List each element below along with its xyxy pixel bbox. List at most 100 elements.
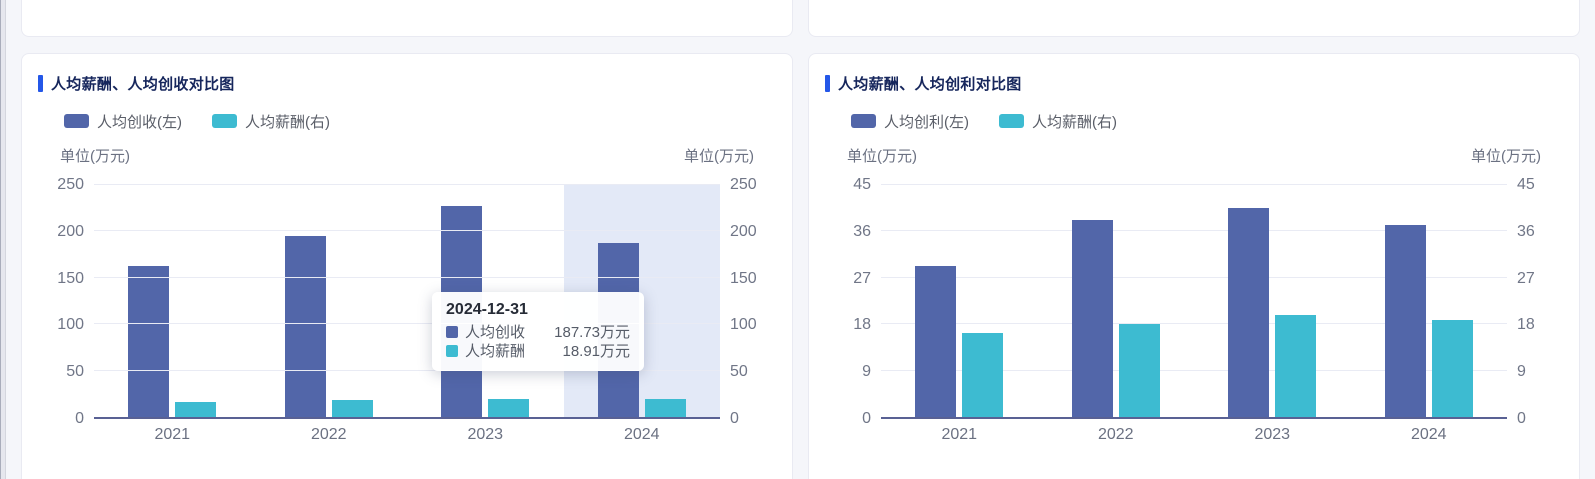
x-axis-label: 2023: [467, 426, 504, 443]
category-slot: [1351, 185, 1508, 417]
gridline: [94, 184, 720, 185]
gridline: [94, 276, 720, 278]
right-axis-unit-label: 单位(万元): [684, 148, 754, 165]
x-axis-label: 2022: [1097, 426, 1134, 443]
y-tick-label: 250: [57, 176, 84, 193]
tooltip-swatch-revenue: [446, 326, 459, 339]
bar-2022-series1[interactable]: [1118, 323, 1160, 417]
y-tick-label: 0: [862, 410, 871, 427]
tooltip-label-revenue: 人均创收: [465, 323, 526, 341]
y-tick-label: 0: [75, 410, 84, 427]
category-slot: [1194, 185, 1351, 417]
chart-region: 单位(万元) 单位(万元) 0 50 100 150 200 250 2024-12-31…: [38, 145, 776, 444]
gridline: [881, 276, 1507, 278]
title-accent-bar: [38, 75, 43, 92]
title-accent-bar: [825, 75, 830, 92]
y-axis-left: 0 50 100 150 200 250: [38, 176, 94, 427]
gridline: [881, 230, 1507, 232]
vertical-scrollbar[interactable]: [0, 0, 6, 479]
gridline: [881, 184, 1507, 185]
y-tick-label: 45: [853, 176, 871, 193]
legend-item-revenue[interactable]: 人均创收(左): [64, 111, 182, 132]
x-axis-label: 2024: [1410, 426, 1447, 443]
x-axis-label: 2021: [941, 426, 978, 443]
chart-tooltip: 2024-12-31 人均创收 187.73万元 人均薪酬 18.91万元: [432, 291, 645, 371]
legend-swatch-salary: [212, 114, 237, 128]
bar-2023-series1[interactable]: [1275, 315, 1317, 417]
tooltip-date: 2024-12-31: [446, 300, 528, 318]
y-axis-right: 0 9 18 27 36 45: [1507, 176, 1563, 427]
y-tick-label: 9: [862, 363, 871, 381]
chart-card-profit-per-capita: 人均薪酬、人均创利对比图 人均创利(左) 人均薪酬(右) 单位(万元) 单位(万…: [808, 53, 1580, 479]
y-tick-label: 200: [730, 222, 757, 240]
legend-item-salary[interactable]: 人均薪酬(右): [999, 111, 1117, 132]
bar-2024-series1[interactable]: [1431, 319, 1473, 417]
gridline: [94, 369, 720, 371]
tooltip-value-salary: 18.91万元: [562, 342, 631, 360]
bar-2021-series1[interactable]: [175, 401, 217, 417]
gridline: [881, 323, 1507, 325]
bar-slots: [881, 185, 1507, 417]
legend: 人均创收(左) 人均薪酬(右): [64, 111, 776, 132]
y-tick-label: 27: [1517, 269, 1535, 287]
legend-item-salary[interactable]: 人均薪酬(右): [212, 111, 330, 132]
legend-swatch-revenue: [64, 114, 89, 128]
category-slot: [251, 185, 408, 417]
bar-2021-series0[interactable]: [128, 265, 170, 417]
x-axis-label: 2023: [1254, 426, 1291, 443]
bar-2022-series1[interactable]: [331, 400, 373, 417]
chart-region: 单位(万元) 单位(万元) 0 9 18 27 36 45 0 9 18 27 36 45 2021…: [825, 145, 1563, 444]
y-tick-label: 9: [1517, 363, 1526, 381]
tooltip-row-revenue: 人均创收 187.73万元: [446, 323, 630, 342]
tooltip-value-revenue: 187.73万元: [554, 323, 631, 341]
legend-item-profit[interactable]: 人均创利(左): [851, 111, 969, 132]
x-axis: 2021 2022 2023 2024: [881, 419, 1507, 444]
y-tick-label: 100: [730, 316, 757, 334]
y-tick-label: 27: [853, 269, 871, 287]
y-tick-label: 150: [730, 269, 757, 287]
y-tick-label: 150: [57, 269, 84, 287]
bar-2024-series1[interactable]: [644, 399, 686, 417]
tooltip-label-salary: 人均薪酬: [465, 342, 526, 360]
y-tick-label: 50: [730, 363, 748, 381]
x-axis: 2021 2022 2023 2024: [94, 419, 720, 444]
y-tick-label: 36: [1517, 222, 1535, 240]
left-axis-unit-label: 单位(万元): [60, 148, 130, 165]
plot-area-revenue[interactable]: 2024-12-31 人均创收 187.73万元 人均薪酬 18.91万元: [94, 184, 720, 419]
y-tick-label: 0: [730, 410, 739, 427]
plot-area-profit[interactable]: [881, 184, 1507, 419]
legend-swatch-salary: [999, 114, 1024, 128]
chart-card-revenue-per-capita: 人均薪酬、人均创收对比图 人均创收(左) 人均薪酬(右) 单位(万元) 单位(万…: [21, 53, 793, 479]
y-tick-label: 45: [1517, 176, 1535, 193]
tooltip-row-salary: 人均薪酬 18.91万元: [446, 342, 630, 361]
y-tick-label: 0: [1517, 410, 1526, 427]
legend-label-salary: 人均薪酬(右): [245, 113, 330, 131]
tooltip-swatch-salary: [446, 345, 459, 358]
category-slot: [881, 185, 1038, 417]
x-axis-label: 2024: [623, 426, 660, 443]
y-tick-label: 18: [853, 316, 871, 334]
gridline: [94, 323, 720, 325]
x-axis-label: 2021: [154, 426, 191, 443]
bar-2024-series0[interactable]: [1384, 225, 1426, 417]
category-slot: [1038, 185, 1195, 417]
gridline: [881, 369, 1507, 371]
y-tick-label: 50: [66, 363, 84, 381]
bar-2023-series1[interactable]: [488, 398, 530, 417]
bar-2022-series0[interactable]: [1071, 220, 1113, 417]
y-tick-label: 18: [1517, 316, 1535, 334]
bar-2021-series0[interactable]: [915, 265, 957, 417]
y-tick-label: 200: [57, 222, 84, 240]
gridline: [94, 230, 720, 232]
legend-swatch-profit: [851, 114, 876, 128]
left-axis-unit-label: 单位(万元): [847, 148, 917, 165]
bar-2022-series0[interactable]: [284, 236, 326, 417]
y-tick-label: 100: [57, 316, 84, 334]
legend-label-revenue: 人均创收(左): [97, 113, 182, 131]
y-tick-label: 250: [730, 176, 757, 193]
card-header: 人均薪酬、人均创收对比图: [38, 74, 776, 93]
legend-label-salary: 人均薪酬(右): [1032, 113, 1117, 131]
bar-2023-series0[interactable]: [1228, 208, 1270, 417]
bar-2021-series1[interactable]: [962, 332, 1004, 417]
